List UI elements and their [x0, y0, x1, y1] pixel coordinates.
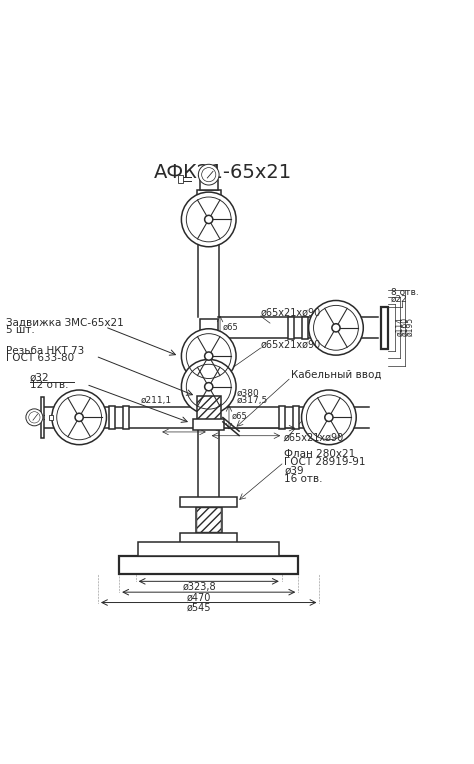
Circle shape: [182, 329, 236, 384]
Text: ø317,5: ø317,5: [237, 397, 268, 405]
Bar: [197, 365, 221, 373]
Text: ø470: ø470: [187, 593, 211, 603]
Circle shape: [205, 383, 213, 391]
Bar: [381, 306, 388, 349]
Bar: [197, 397, 221, 403]
Bar: [41, 397, 44, 438]
Text: ø195: ø195: [405, 317, 414, 336]
Bar: [178, 175, 183, 183]
Bar: [197, 397, 220, 425]
Bar: [197, 508, 221, 532]
Circle shape: [325, 413, 333, 422]
Text: ø65: ø65: [231, 411, 247, 420]
Bar: [48, 415, 53, 420]
Bar: [123, 406, 129, 429]
Circle shape: [301, 390, 356, 445]
Text: ø211,1: ø211,1: [140, 397, 172, 405]
Circle shape: [198, 164, 219, 185]
Circle shape: [52, 390, 107, 445]
Bar: [119, 556, 298, 575]
Bar: [200, 180, 218, 189]
Text: ГОСТ 633-80: ГОСТ 633-80: [6, 354, 74, 364]
Text: АФКЭ1-65х21: АФКЭ1-65х21: [154, 163, 292, 182]
Text: ø160: ø160: [401, 317, 410, 336]
Bar: [197, 370, 221, 377]
Text: Флан 280х21: Флан 280х21: [284, 449, 356, 459]
Bar: [196, 507, 222, 533]
Bar: [197, 339, 221, 347]
Circle shape: [26, 409, 43, 426]
Text: ø65х21хø90: ø65х21хø90: [284, 433, 345, 443]
Text: 5 шт.: 5 шт.: [6, 325, 35, 335]
Text: ГОСТ 28919-91: ГОСТ 28919-91: [284, 458, 365, 468]
Circle shape: [205, 352, 213, 360]
Text: ø545: ø545: [187, 603, 211, 613]
Circle shape: [182, 192, 236, 247]
Circle shape: [205, 215, 213, 224]
Text: 12 отв.: 12 отв.: [30, 380, 68, 390]
Text: ø380: ø380: [237, 389, 260, 398]
Bar: [288, 316, 294, 339]
Bar: [181, 497, 237, 507]
Text: Кабельный ввод: Кабельный ввод: [291, 369, 382, 379]
Circle shape: [332, 324, 340, 332]
Bar: [293, 406, 299, 429]
Bar: [279, 406, 285, 429]
Bar: [193, 419, 224, 429]
Text: ø65х21хø90: ø65х21хø90: [261, 308, 321, 318]
Bar: [197, 202, 221, 210]
Bar: [302, 316, 309, 339]
Bar: [197, 190, 220, 197]
Text: ø39: ø39: [284, 466, 304, 476]
Text: Задвижка ЗМС-65х21: Задвижка ЗМС-65х21: [6, 318, 124, 328]
Text: Резьба НКТ 73: Резьба НКТ 73: [6, 346, 84, 356]
Text: ø22: ø22: [391, 295, 407, 304]
Text: ø323,8: ø323,8: [182, 582, 216, 592]
Text: ø65: ø65: [222, 323, 238, 332]
Circle shape: [182, 359, 236, 414]
Text: 16 отв.: 16 отв.: [284, 474, 323, 484]
Text: 8 отв.: 8 отв.: [391, 288, 419, 297]
Bar: [181, 533, 237, 543]
Bar: [200, 319, 218, 337]
Circle shape: [309, 300, 363, 355]
Text: ø114: ø114: [396, 317, 405, 336]
Text: ø65х21хø90: ø65х21хø90: [261, 340, 321, 350]
Bar: [109, 406, 115, 429]
Circle shape: [75, 413, 83, 422]
Bar: [138, 542, 279, 556]
Bar: [197, 229, 221, 236]
Text: ø32: ø32: [30, 373, 49, 383]
